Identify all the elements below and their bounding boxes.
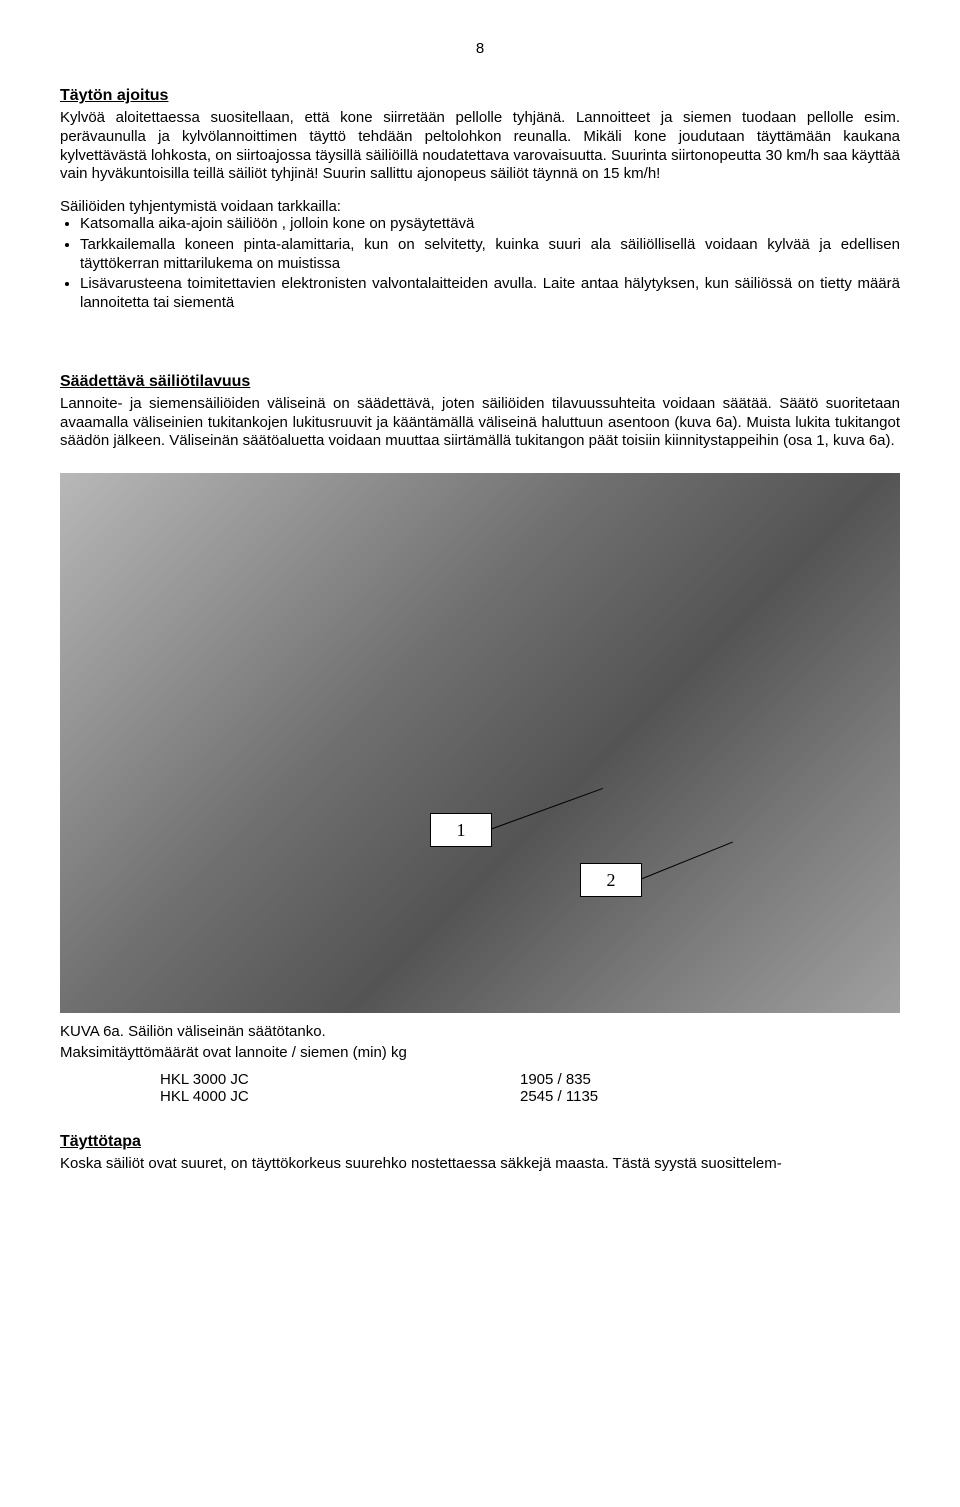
model-cell: HKL 3000 JC bbox=[160, 1071, 520, 1088]
heading-saadettava-sailiotilavuus: Säädettävä säiliötilavuus bbox=[60, 373, 900, 391]
heading-tayttotapa: Täyttötapa bbox=[60, 1133, 900, 1151]
max-fill-label: Maksimitäyttömäärät ovat lannoite / siem… bbox=[60, 1044, 900, 1063]
figure-6a: 1 2 bbox=[60, 473, 900, 1013]
max-fill-table: HKL 3000 JC 1905 / 835 HKL 4000 JC 2545 … bbox=[160, 1071, 900, 1105]
figure-6a-image bbox=[60, 473, 900, 1013]
para-saadettava-sailiotilavuus: Lannoite- ja siemensäiliöiden väliseinä … bbox=[60, 395, 900, 451]
list-intro: Säiliöiden tyhjentymistä voidaan tarkkai… bbox=[60, 198, 900, 215]
heading-tayton-ajoitus: Täytön ajoitus bbox=[60, 87, 900, 105]
callout-label-2: 2 bbox=[580, 863, 642, 897]
figure-6a-caption: KUVA 6a. Säiliön väliseinän säätötanko. bbox=[60, 1023, 900, 1040]
bullet-item: Katsomalla aika-ajoin säiliöön , jolloin… bbox=[80, 215, 900, 234]
callout-label-1: 1 bbox=[430, 813, 492, 847]
page-number: 8 bbox=[60, 40, 900, 57]
value-cell: 2545 / 1135 bbox=[520, 1088, 720, 1105]
value-cell: 1905 / 835 bbox=[520, 1071, 720, 1088]
model-cell: HKL 4000 JC bbox=[160, 1088, 520, 1105]
para-tayton-ajoitus: Kylvöä aloitettaessa suositellaan, että … bbox=[60, 109, 900, 184]
bullet-item: Tarkkailemalla koneen pinta-alamittaria,… bbox=[80, 236, 900, 274]
table-row: HKL 4000 JC 2545 / 1135 bbox=[160, 1088, 900, 1105]
bullet-item: Lisävarusteena toimitettavien elektronis… bbox=[80, 275, 900, 313]
bullet-list: Katsomalla aika-ajoin säiliöön , jolloin… bbox=[60, 215, 900, 313]
document-page: 8 Täytön ajoitus Kylvöä aloitettaessa su… bbox=[0, 0, 960, 1212]
table-row: HKL 3000 JC 1905 / 835 bbox=[160, 1071, 900, 1088]
para-tayttotapa: Koska säiliöt ovat suuret, on täyttökork… bbox=[60, 1155, 900, 1172]
